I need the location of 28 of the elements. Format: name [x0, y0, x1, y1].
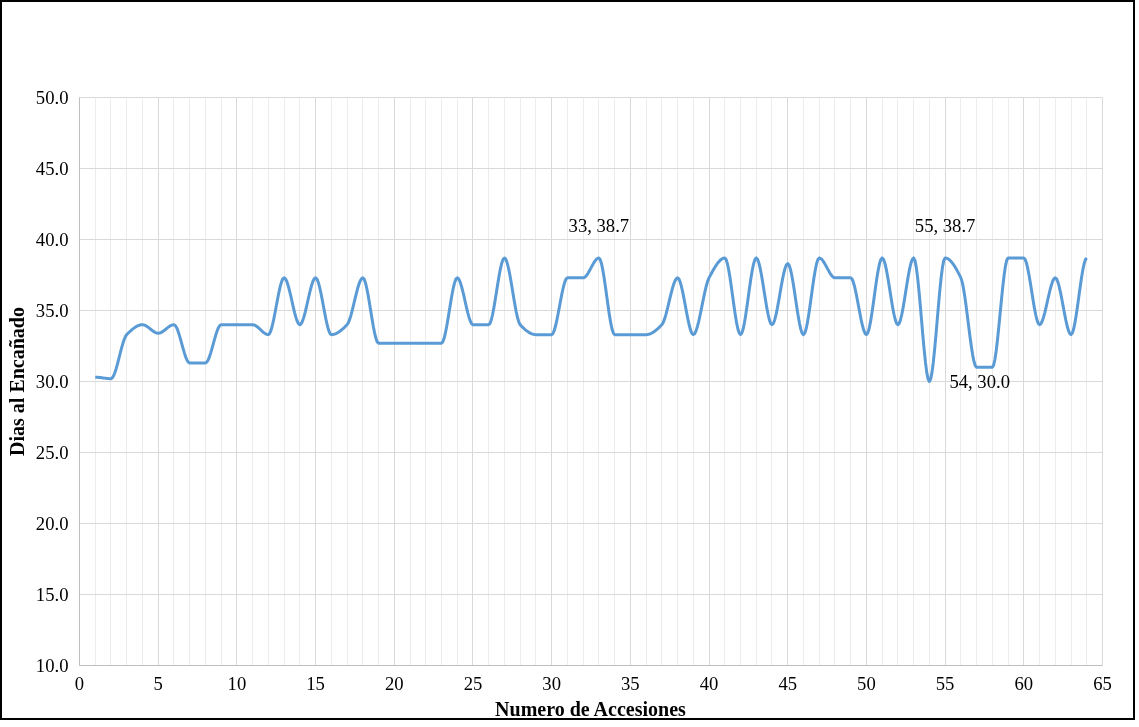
x-tick-label: 10 — [227, 672, 247, 694]
y-tick-label: 20.0 — [35, 513, 69, 534]
y-tick-label: 45.0 — [35, 158, 69, 179]
annotation: 55, 38.7 — [914, 214, 976, 236]
y-tick-label: 40.0 — [35, 229, 69, 250]
x-tick-label: 40 — [699, 672, 719, 694]
x-tick-label: 45 — [778, 672, 798, 694]
x-tick-label: 20 — [384, 672, 404, 694]
x-tick-label: 50 — [857, 672, 876, 694]
x-tick-label: 35 — [621, 672, 640, 694]
x-tick-label: 65 — [1093, 672, 1112, 694]
y-tick-label: 15.0 — [35, 584, 69, 605]
y-tick-label: 30.0 — [35, 371, 69, 392]
y-tick-label: 35.0 — [35, 300, 69, 321]
x-tick-label: 15 — [306, 672, 325, 694]
y-tick-label: 10.0 — [35, 655, 69, 676]
y-tick-label: 25.0 — [35, 442, 69, 463]
x-axis-title: Numero de Accesiones — [495, 697, 687, 720]
x-tick-label: 55 — [935, 672, 955, 694]
annotation: 33, 38.7 — [568, 214, 630, 236]
annotation: 54, 30.0 — [949, 371, 1011, 392]
y-axis-title: Dias al Encañado — [5, 307, 28, 456]
x-tick-label: 60 — [1014, 672, 1034, 694]
x-tick-label: 0 — [74, 672, 85, 694]
x-tick-label: 25 — [463, 672, 483, 694]
x-tick-label: 30 — [542, 672, 561, 694]
y-tick-label: 50.0 — [35, 87, 69, 108]
x-tick-label: 5 — [153, 672, 163, 694]
